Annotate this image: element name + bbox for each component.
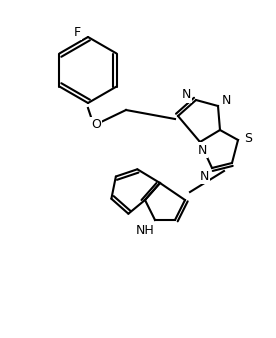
Text: N: N — [181, 89, 191, 101]
Text: N: N — [199, 169, 209, 183]
Text: S: S — [244, 131, 252, 145]
Text: NH: NH — [136, 223, 154, 237]
Text: N: N — [197, 144, 207, 156]
Text: N: N — [221, 95, 231, 107]
Text: O: O — [91, 119, 101, 131]
Text: F: F — [73, 25, 81, 39]
